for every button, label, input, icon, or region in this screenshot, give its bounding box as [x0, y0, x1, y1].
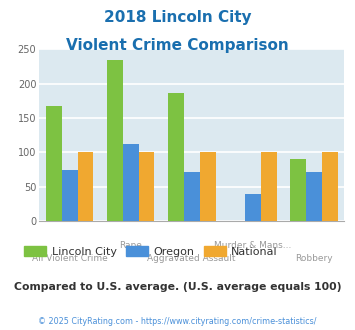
Bar: [261, 152, 277, 221]
Bar: [138, 152, 154, 221]
Legend: Lincoln City, Oregon, National: Lincoln City, Oregon, National: [20, 242, 282, 261]
Text: © 2025 CityRating.com - https://www.cityrating.com/crime-statistics/: © 2025 CityRating.com - https://www.city…: [38, 317, 317, 326]
Bar: [62, 170, 77, 221]
Bar: [290, 159, 306, 221]
Text: Compared to U.S. average. (U.S. average equals 100): Compared to U.S. average. (U.S. average …: [14, 282, 341, 292]
Bar: [107, 60, 123, 221]
Bar: [306, 172, 322, 221]
Text: Robbery: Robbery: [295, 254, 333, 263]
Bar: [77, 152, 93, 221]
Text: Violent Crime Comparison: Violent Crime Comparison: [66, 38, 289, 53]
Text: Aggravated Assault: Aggravated Assault: [147, 254, 236, 263]
Text: Murder & Mans...: Murder & Mans...: [214, 241, 291, 249]
Text: All Violent Crime: All Violent Crime: [32, 254, 108, 263]
Bar: [123, 144, 138, 221]
Bar: [200, 152, 215, 221]
Bar: [245, 194, 261, 221]
Text: 2018 Lincoln City: 2018 Lincoln City: [104, 10, 251, 25]
Bar: [184, 172, 200, 221]
Bar: [46, 106, 62, 221]
Text: Rape: Rape: [119, 241, 142, 249]
Bar: [168, 93, 184, 221]
Bar: [322, 152, 338, 221]
